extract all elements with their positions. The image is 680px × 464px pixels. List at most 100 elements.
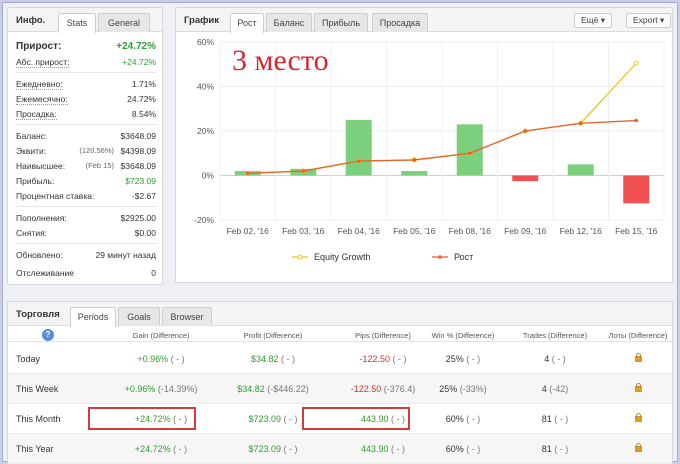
chart-bar[interactable]	[512, 175, 539, 182]
cell-difference: ( - )	[391, 414, 406, 424]
cell-difference: ( - )	[466, 354, 481, 364]
cell-value: 81	[541, 414, 552, 424]
divider	[16, 124, 156, 125]
cell-difference: (-$446.22)	[267, 384, 309, 394]
chart-bar[interactable]	[567, 164, 594, 176]
chart-panel: График Рост Баланс Прибыль Просадка Ещё …	[175, 7, 673, 283]
x-tick-label: Feb 09, '16	[504, 226, 547, 236]
series-point[interactable]	[467, 151, 472, 156]
col-header-profit[interactable]: Profit (Difference)	[243, 331, 303, 340]
tab-stats[interactable]: Stats	[58, 13, 96, 33]
series-point[interactable]	[301, 169, 306, 173]
cell-value: $723.09	[248, 444, 282, 454]
cell-gain: +24.72% ( - )	[106, 414, 216, 424]
cell-difference: (-376.4)	[383, 384, 416, 394]
period-label: This Week	[16, 384, 59, 394]
trading-panel-title: Торговля	[16, 309, 60, 320]
chart-legend[interactable]: Equity Growth Рост	[292, 252, 473, 262]
cell-difference: ( - )	[170, 354, 185, 364]
cell-pips: -122.50 (-376.4)	[328, 384, 438, 394]
col-header-gain[interactable]: Gain (Difference)	[132, 331, 190, 340]
more-dropdown-button[interactable]: Ещё ▾	[574, 13, 613, 28]
stat-value: $0.00	[134, 228, 156, 238]
tab-growth[interactable]: Рост	[230, 13, 264, 33]
stat-row-balance: Баланс: $3648.09	[16, 131, 156, 143]
tab-drawdown[interactable]: Просадка	[372, 13, 428, 32]
series-point[interactable]	[634, 118, 639, 123]
cell-difference: ( - )	[466, 414, 481, 424]
cell-value: 60%	[445, 444, 464, 454]
stat-row-drawdown: Просадка: 8.54%	[16, 109, 156, 121]
cell-profit: $34.82 ( - )	[218, 354, 328, 364]
help-icon[interactable]: ?	[42, 329, 54, 341]
cell-value: 4	[541, 384, 547, 394]
chart-bar[interactable]	[345, 119, 372, 176]
tab-browser[interactable]: Browser	[162, 307, 212, 326]
cell-win: 25% ( - )	[408, 354, 518, 364]
info-panel: Инфо. Stats General Прирост: +24.72% Абс…	[7, 7, 163, 285]
stat-row-equity: Эквити: (120.56%) $4398.09	[16, 146, 156, 158]
y-tick-label: 0%	[202, 171, 215, 181]
tab-general[interactable]: General	[98, 13, 150, 32]
stat-label: Процентная ставка:	[16, 191, 95, 201]
series-point[interactable]	[412, 158, 417, 162]
y-tick-label: 40%	[197, 82, 214, 92]
series-line	[247, 119, 637, 174]
stat-label: Обновлено:	[16, 250, 63, 260]
series-point[interactable]	[633, 60, 639, 66]
legend-entry[interactable]: Рост	[454, 252, 473, 262]
stat-value: 24.72%	[127, 94, 156, 104]
col-header-win[interactable]: Win % (Difference)	[431, 331, 495, 340]
more-label: Ещё	[581, 15, 599, 25]
series-point[interactable]	[356, 159, 361, 163]
cell-pips: -122.50 ( - )	[328, 354, 438, 364]
caret-down-icon: ▾	[659, 15, 665, 25]
cell-difference: ( - )	[391, 444, 406, 454]
stat-value: $3648.09	[120, 161, 156, 171]
x-tick-label: Feb 15, '16	[615, 226, 658, 236]
stat-note: (120.56%)	[79, 146, 114, 155]
legend-entry[interactable]: Equity Growth	[314, 252, 371, 262]
col-header-pips[interactable]: Pips (Difference)	[355, 331, 411, 340]
export-dropdown-button[interactable]: Export ▾	[626, 13, 672, 28]
cell-gain: +0.96% (-14.39%)	[106, 384, 216, 394]
stat-row-monthly: Ежемесячно: 24.72%	[16, 94, 156, 106]
stat-value: 0	[151, 268, 156, 278]
cell-difference: ( - )	[173, 414, 188, 424]
cell-value: 443.90	[360, 444, 389, 454]
cell-profit: $34.82 (-$446.22)	[218, 384, 328, 394]
col-header-trades[interactable]: Trades (Difference)	[522, 331, 588, 340]
stat-value: 1.71%	[131, 79, 156, 89]
caret-down-icon: ▾	[600, 15, 606, 25]
chart-grid	[219, 41, 665, 221]
series-point[interactable]	[523, 129, 528, 133]
lock-icon	[634, 353, 642, 364]
chart-bar[interactable]	[401, 171, 428, 176]
cell-win: 60% ( - )	[408, 414, 518, 424]
tab-profit[interactable]: Прибыль	[314, 13, 368, 32]
stat-label: Абс. прирост:	[16, 57, 70, 68]
stat-value: +24.72%	[122, 57, 156, 67]
tab-balance[interactable]: Баланс	[266, 13, 312, 32]
series-point[interactable]	[245, 171, 250, 176]
chart-bar[interactable]	[623, 175, 650, 204]
stat-row-highest: Наивысшее: (Feb 15) $3648.09	[16, 161, 156, 173]
tab-periods[interactable]: Periods	[70, 307, 116, 327]
cell-profit: $723.09 ( - )	[218, 444, 328, 454]
highlight-box-gain	[88, 407, 196, 430]
stat-row-gain: Прирост: +24.72%	[16, 41, 156, 53]
trading-panel-header: Торговля Periods Goals Browser	[8, 302, 672, 327]
col-header-lots[interactable]: Лоты (Difference)	[608, 331, 668, 340]
cell-value: 60%	[445, 414, 464, 424]
cell-win: 25% (-33%)	[408, 384, 518, 394]
cell-difference: ( - )	[551, 354, 566, 364]
series-point[interactable]	[578, 121, 583, 126]
lock-icon	[634, 383, 642, 394]
tab-goals[interactable]: Goals	[118, 307, 160, 326]
stat-value: $3648.09	[120, 131, 156, 141]
table-row: Today +0.96% ( - ) $34.82 ( - ) -122.50 ( -…	[8, 344, 672, 374]
cell-trades: 4 (-42)	[500, 384, 610, 394]
table-row: This Week +0.96% (-14.39%) $34.82 (-$446.2…	[8, 374, 672, 404]
period-label: Today	[16, 354, 41, 364]
